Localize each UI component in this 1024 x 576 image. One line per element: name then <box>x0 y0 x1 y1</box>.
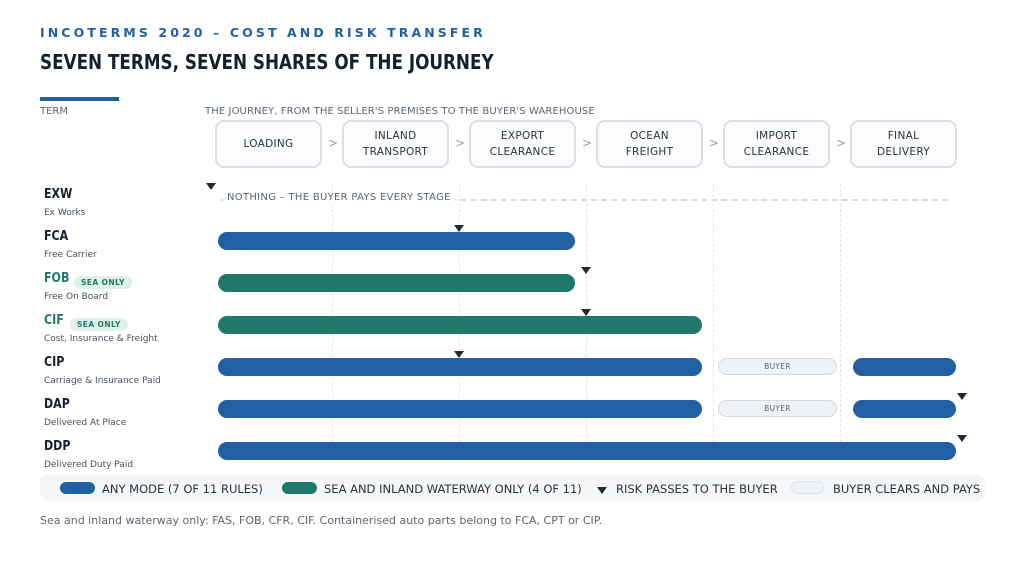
legend <box>40 474 985 501</box>
sea-only-badge: SEA ONLY <box>74 276 132 289</box>
stage-label-line2: CLEARANCE <box>489 146 556 158</box>
stage-boundary-line <box>459 184 460 442</box>
risk-marker-icon <box>206 183 216 190</box>
legend-swatch-sea-only <box>282 482 317 494</box>
term-code-exw: EXW <box>44 187 73 202</box>
chevron-right-icon: > <box>328 136 339 150</box>
seller-bar-fca <box>218 232 575 250</box>
legend-label-risk: RISK PASSES TO THE BUYER <box>616 482 778 496</box>
term-name-exw: Ex Works <box>44 208 86 218</box>
stage-boundary-line <box>840 184 841 442</box>
stage-boundary-line <box>332 184 333 442</box>
term-name-cif: Cost, Insurance & Freight <box>44 334 158 344</box>
chevron-right-icon: > <box>455 136 466 150</box>
stage-label: LOADING <box>243 138 294 150</box>
seller-bar-cip <box>218 358 702 376</box>
eyebrow-title: INCOTERMS 2020 – COST AND RISK TRANSFER <box>40 25 486 40</box>
seller-bar-cip-delivery <box>853 358 956 376</box>
legend-label-buyer: BUYER CLEARS AND PAYS <box>833 482 981 496</box>
buyer-pill: BUYER <box>718 358 837 375</box>
term-name-fca: Free Carrier <box>44 250 97 260</box>
seller-bar-dap <box>218 400 702 418</box>
term-code-fob: FOB <box>44 271 70 286</box>
term-name-dap: Delivered At Place <box>44 418 127 428</box>
stage-loading: LOADING <box>215 120 322 168</box>
term-code-cif: CIF <box>44 313 64 328</box>
journey-column-head: THE JOURNEY, FROM THE SELLER'S PREMISES … <box>205 106 595 117</box>
legend-swatch-any-mode <box>60 482 95 494</box>
stage-label-line1: INLAND <box>374 130 417 142</box>
term-code-fca: FCA <box>44 229 69 244</box>
stage-label-line2: CLEARANCE <box>743 146 810 158</box>
stage-inland-transport: INLAND TRANSPORT <box>342 120 449 168</box>
page-title: SEVEN TERMS, SEVEN SHARES OF THE JOURNEY <box>40 50 494 74</box>
risk-marker-icon <box>454 225 464 232</box>
legend-risk-marker-icon <box>597 487 607 494</box>
stage-export-clearance: EXPORT CLEARANCE <box>469 120 576 168</box>
stage-ocean-freight: OCEAN FREIGHT <box>596 120 703 168</box>
term-name-fob: Free On Board <box>44 292 109 302</box>
term-code-ddp: DDP <box>44 439 71 454</box>
stage-label-line1: FINAL <box>887 130 920 142</box>
chevron-right-icon: > <box>709 136 720 150</box>
seller-bar-ddp <box>218 442 956 460</box>
term-code-dap: DAP <box>44 397 70 412</box>
stage-label-line2: TRANSPORT <box>362 146 429 158</box>
risk-marker-icon <box>957 435 967 442</box>
risk-marker-icon <box>957 393 967 400</box>
stage-final-delivery: FINAL DELIVERY <box>850 120 957 168</box>
stage-import-clearance: IMPORT CLEARANCE <box>723 120 830 168</box>
exw-dashed-line <box>220 199 948 201</box>
term-code-cip: CIP <box>44 355 65 370</box>
seller-bar-fob <box>218 274 575 292</box>
chevron-right-icon: > <box>836 136 847 150</box>
stage-label-line1: OCEAN <box>630 130 669 142</box>
buyer-pill: BUYER <box>718 400 837 417</box>
term-name-ddp: Delivered Duty Paid <box>44 460 134 470</box>
risk-marker-icon <box>581 267 591 274</box>
term-name-cip: Carriage & Insurance Paid <box>44 376 161 386</box>
seller-bar-dap-delivery <box>853 400 956 418</box>
chevron-right-icon: > <box>582 136 593 150</box>
stage-label-line1: EXPORT <box>500 130 545 142</box>
stage-label-line2: FREIGHT <box>625 146 674 158</box>
sea-only-badge: SEA ONLY <box>70 318 128 331</box>
legend-label-sea-only: SEA AND INLAND WATERWAY ONLY (4 OF 11) <box>324 482 582 496</box>
footnote: Sea and inland waterway only: FAS, FOB, … <box>40 514 603 527</box>
term-column-head: TERM <box>40 106 69 117</box>
exw-note: NOTHING – THE BUYER PAYS EVERY STAGE <box>223 192 455 203</box>
stage-label-line1: IMPORT <box>755 130 798 142</box>
risk-marker-icon <box>581 309 591 316</box>
accent-bar <box>40 97 119 101</box>
stage-label-line2: DELIVERY <box>877 146 930 158</box>
seller-bar-cif <box>218 316 702 334</box>
stage-boundary-line <box>713 184 714 442</box>
legend-buyer-pill <box>791 481 824 494</box>
legend-label-any-mode: ANY MODE (7 OF 11 RULES) <box>102 482 263 496</box>
risk-marker-icon <box>454 351 464 358</box>
